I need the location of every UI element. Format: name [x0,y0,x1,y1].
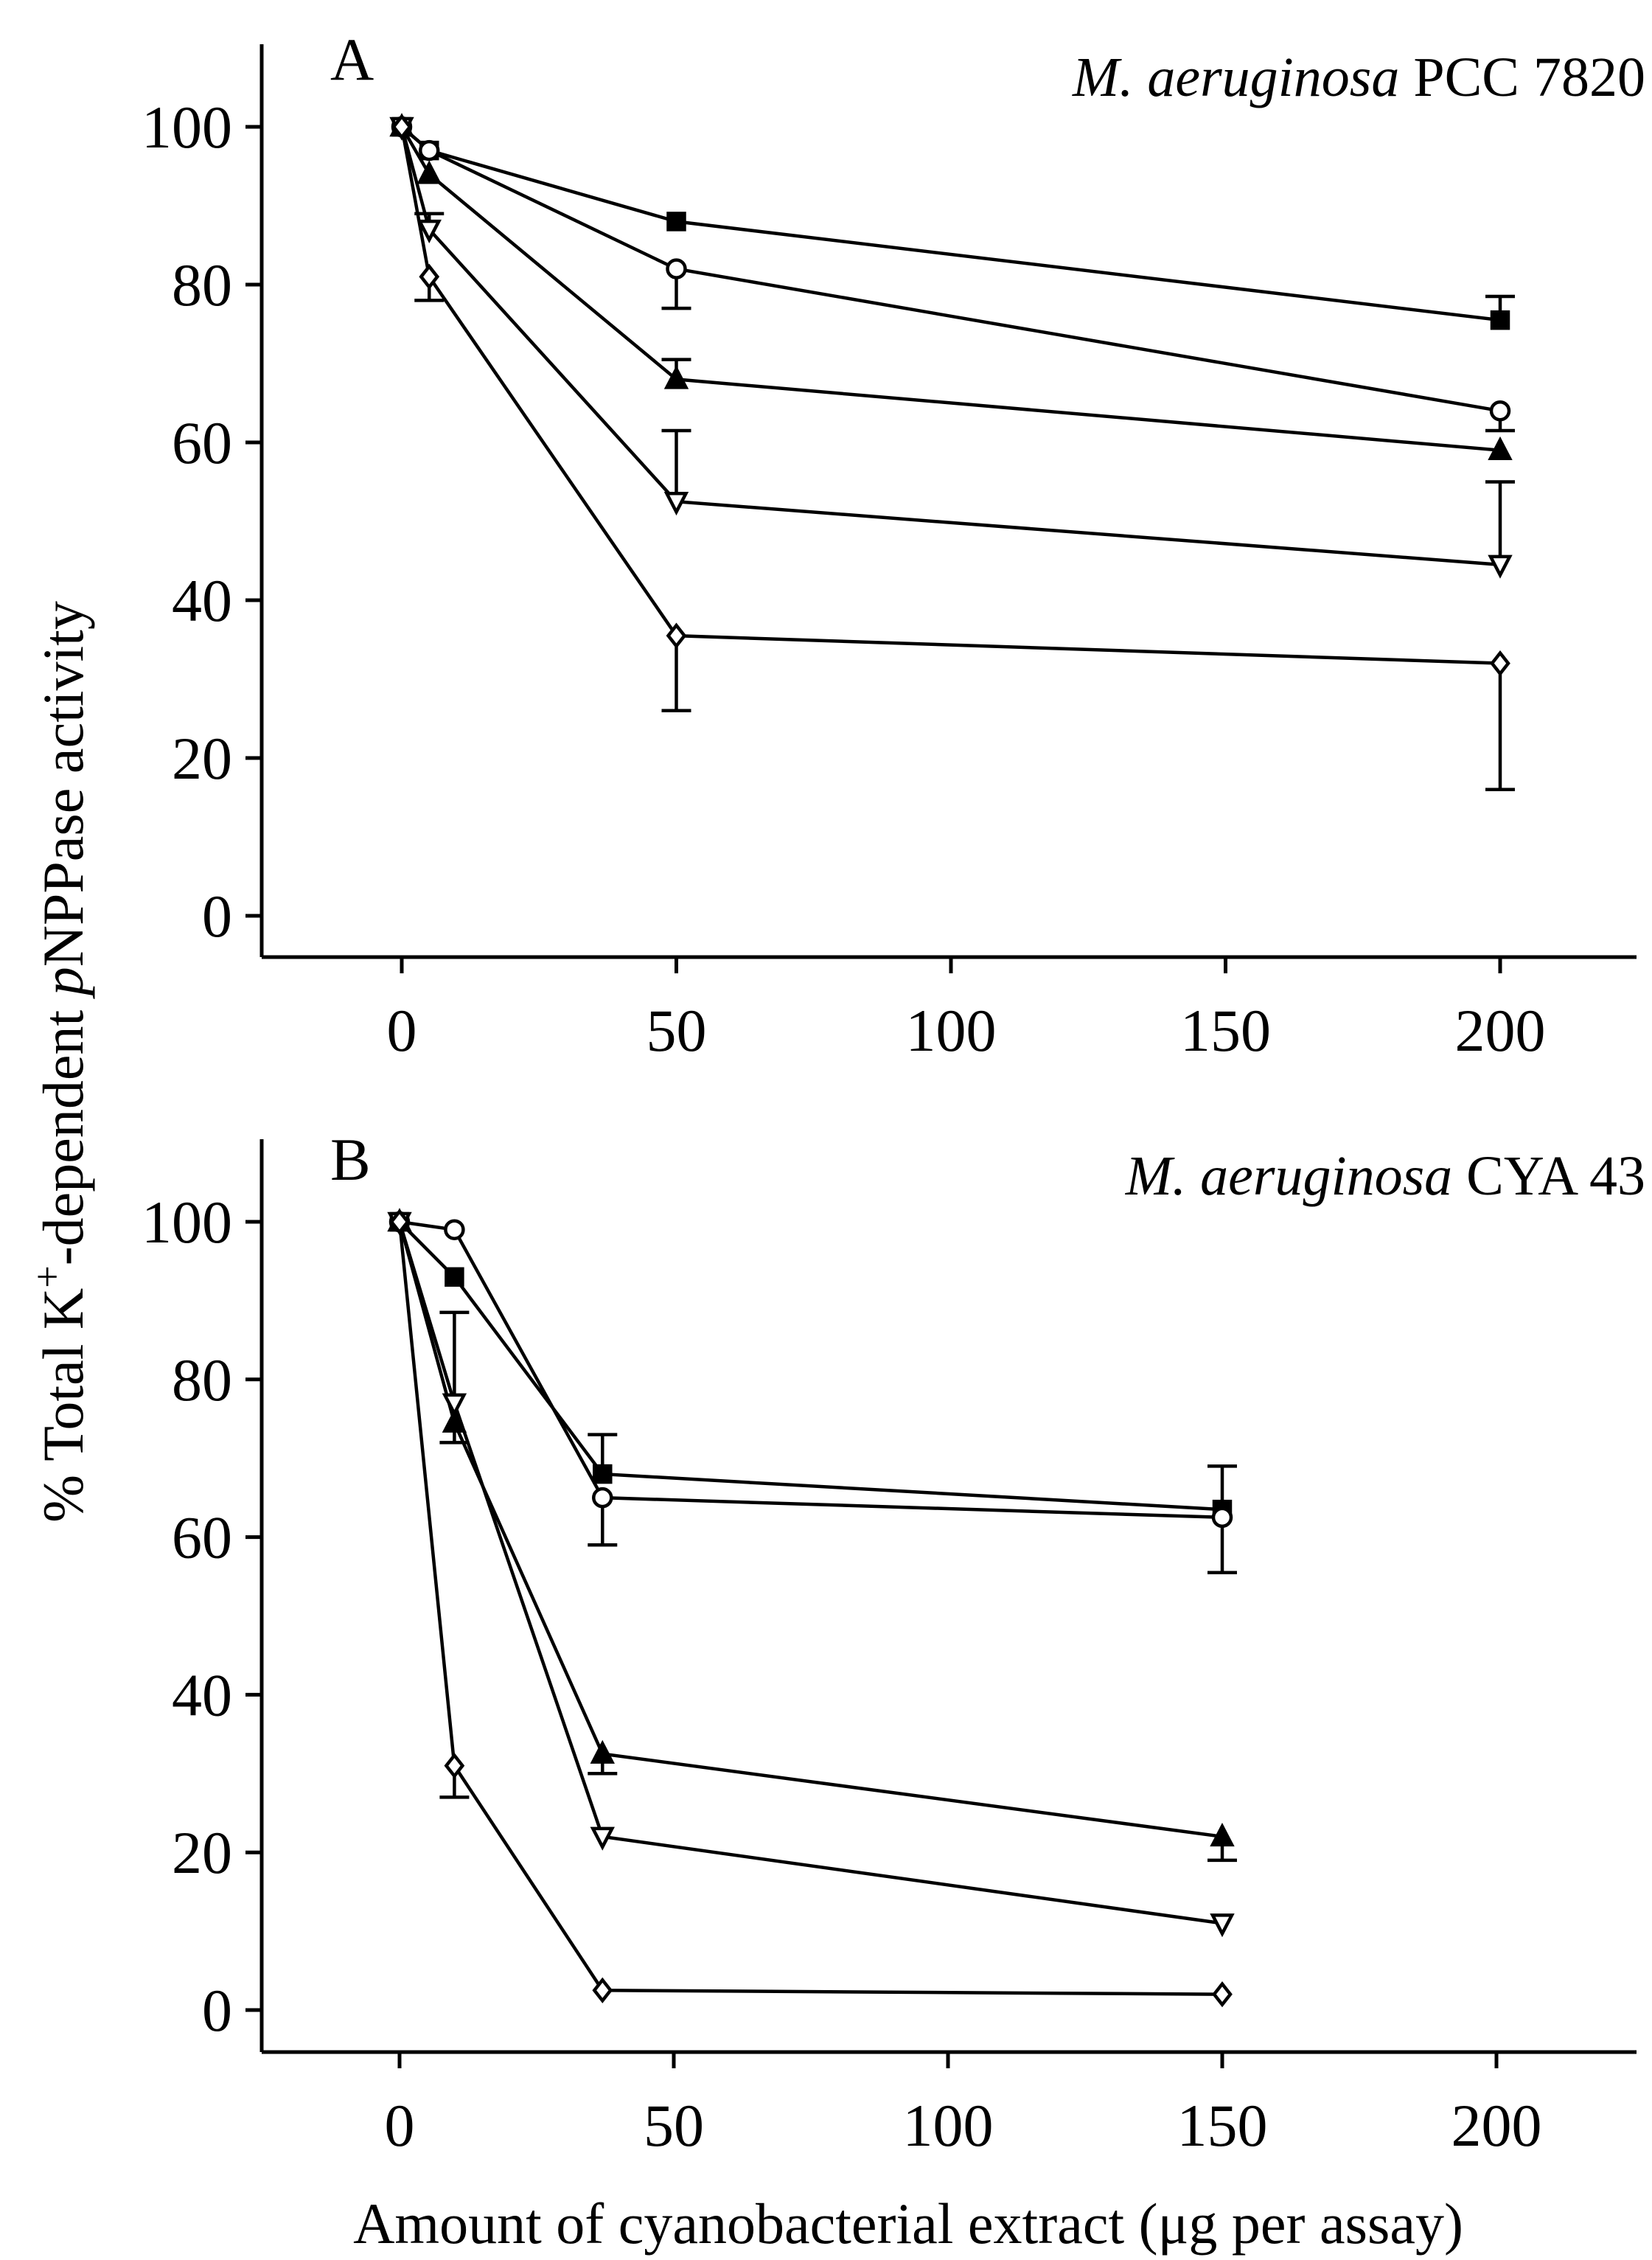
panel-b-series-line [399,1220,1223,1520]
panel-b-series-diamond-open [389,1209,1233,2008]
panel-a-series-line [400,125,1501,413]
panel-a-marker-triangle-up [663,365,689,389]
panel-a-series-circle-open [391,116,1515,433]
panel-b-series-triangle-up-filled [387,1208,1237,1863]
panel-b-series-triangle-down-open [387,1211,1235,1938]
panel-a-y-tick-label: 100 [142,94,232,161]
panel-a-series-line [400,125,1501,322]
x-axis-label: Amount of cyanobacterial extract (μg per… [353,2191,1463,2256]
panel-a-letter: A [330,26,374,93]
panel-b-title: M. aeruginosa CYA 43 [1125,1145,1645,1207]
panel-b-marker-triangle-up [1210,1822,1235,1847]
panel-b-marker-triangle-up [590,1739,615,1764]
panel-a-marker-triangle-up [417,160,442,184]
panel-b-marker-circle [1211,1506,1233,1529]
panel-b-series-circle-open [388,1211,1237,1574]
panel-b-x-tick-label: 200 [1451,2092,1542,2159]
panel-b-series-square-filled [389,1211,1237,1520]
panel-a-series-triangle-up-filled [389,113,1513,460]
panel-a-marker-triangle-down [417,219,442,243]
panel-a-marker-circle [419,139,440,161]
panel-a-y-tick-label: 60 [172,409,232,476]
panel-a-x-tick-label: 100 [906,997,997,1064]
panel-b-series-line [397,1221,1223,1839]
panel-b-marker-circle [444,1219,465,1240]
panel-b-x-tick-label: 0 [385,2092,415,2159]
panel-b-marker-diamond [592,1977,613,2003]
panel-a-x-tick-label: 0 [387,997,417,1064]
panel-b-marker-diamond [444,1752,465,1779]
panel-b-x-tick-label: 50 [644,2092,704,2159]
panel-a-marker-triangle-up [1488,436,1513,460]
panel-a-series-line [400,126,1501,567]
panel-b-y-tick-label: 20 [172,1819,232,1886]
panel-a-series-line [400,125,1501,452]
panel-b-y-tick-label: 0 [202,1977,232,2044]
panel-b-series-line [397,1221,1223,1925]
panel-a-marker-diamond [1490,650,1510,677]
panel-b-marker-triangle-down [442,1393,467,1417]
panel-a-plot: 0 20 40 60 80 100 0 50 100 150 200 [142,44,1637,1064]
panel-a-x-tick-label: 50 [646,997,707,1064]
panel-a-series-diamond-open [391,114,1515,792]
panel-b-x-tick-label: 100 [903,2092,994,2159]
panel-a-title: M. aeruginosa PCC 7820 [1072,46,1645,108]
panel-b-letter: B [330,1126,371,1193]
panel-a-marker-triangle-down [663,492,689,516]
panel-b-y-tick-label: 40 [172,1661,232,1728]
panel-a-x-tick-label: 200 [1455,997,1546,1064]
panel-b-marker-square [445,1267,464,1287]
panel-a-marker-diamond [666,622,687,649]
y-axis-label: % Total K+-dependent pNPPase activity [25,601,95,1523]
panel-a-marker-square [1490,310,1510,330]
panel-b-x-tick-label: 150 [1177,2092,1268,2159]
panel-a-marker-triangle-down [1488,554,1513,579]
panel-a-marker-square [666,212,686,232]
panel-a-y-tick-label: 40 [172,567,232,634]
panel-b-y-tick-label: 80 [172,1346,232,1414]
panel-a-y-tick-label: 0 [202,883,232,950]
panel-b-series-line [398,1220,1223,1512]
panel-b-series-line [397,1221,1223,1996]
panel-a-marker-circle [666,258,687,279]
panel-a-y-tick-label: 80 [172,251,232,319]
panel-a-series-line [400,126,1501,665]
panel-a-x-tick-label: 150 [1180,997,1271,1064]
panel-a-series-square-filled [391,117,1515,330]
panel-b-y-tick-label: 60 [172,1504,232,1571]
panel-b-marker-diamond [1212,1981,1233,2008]
panel-a-y-tick-label: 20 [172,725,232,792]
panel-b-marker-triangle-down [1210,1913,1235,1938]
panel-b-marker-triangle-down [590,1826,615,1851]
panel-a-marker-circle [1489,400,1511,422]
panel-a-marker-diamond [419,263,440,290]
panel-b-marker-square [593,1464,613,1484]
panel-b-marker-diamond [389,1209,410,1235]
panel-a-marker-diamond [391,114,412,140]
panel-b-marker-circle [592,1487,613,1509]
panel-b-plot: 0 20 40 60 80 100 0 50 100 150 200 [142,1139,1637,2159]
panel-b-y-tick-label: 100 [142,1189,232,1256]
